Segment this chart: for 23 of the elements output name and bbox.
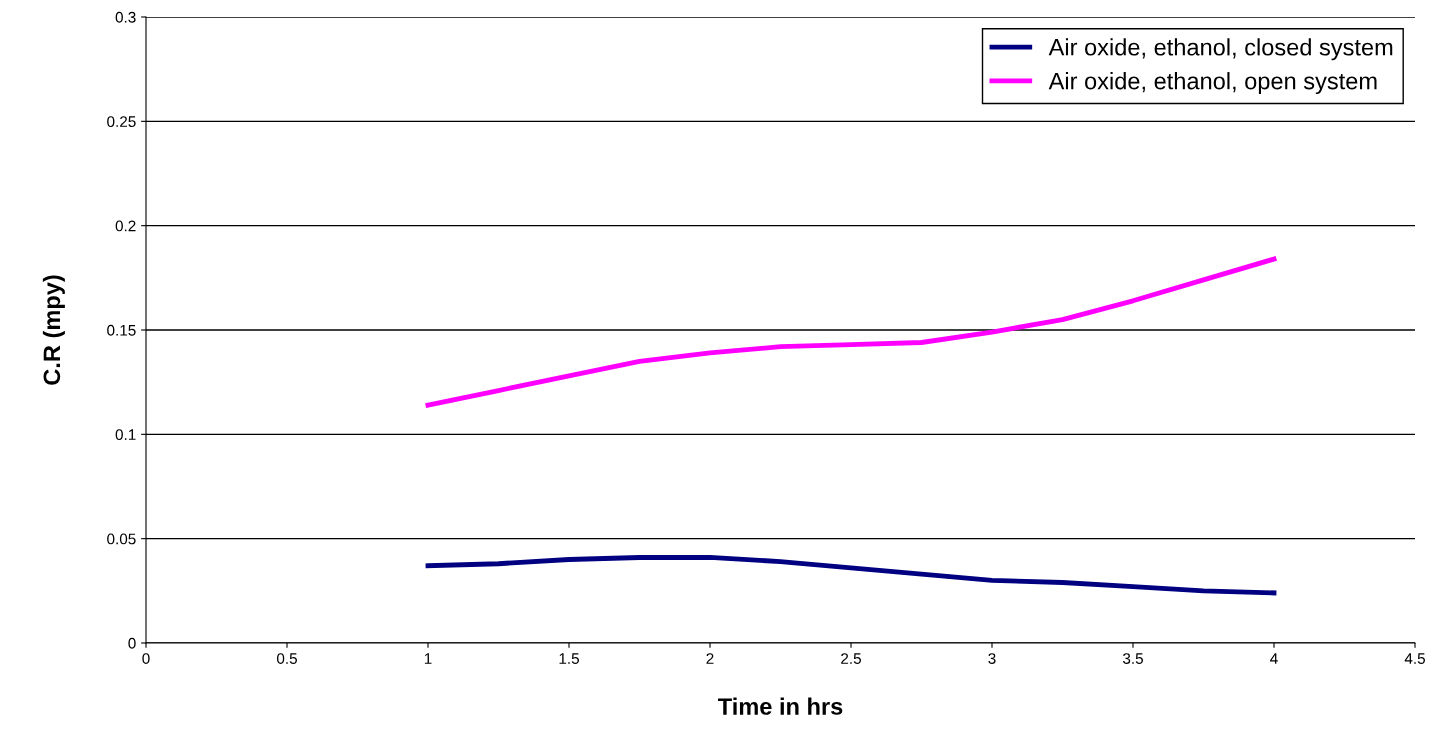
x-axis-title: Time in hrs [718, 697, 843, 715]
line-series [425, 256, 1277, 408]
line-series [425, 555, 1277, 596]
y-tick-label: 0.05 [107, 533, 136, 545]
x-tick-label: 2 [706, 653, 714, 664]
legend-label: Air oxide, ethanol, open system [1048, 72, 1377, 95]
y-tick-label: 0.2 [115, 220, 136, 232]
y-tick-label: 0 [128, 637, 136, 649]
x-tick-label: 3 [988, 653, 996, 664]
y-tick-label: 0.1 [115, 429, 136, 441]
y-tick-label: 0.25 [107, 116, 136, 128]
x-tick-label: 0.5 [276, 653, 297, 664]
x-tick-label: 2.5 [841, 653, 861, 664]
x-tick-label: 4 [1270, 653, 1278, 664]
x-tick-label: 3.5 [1122, 653, 1143, 664]
x-tick-label: 1 [424, 653, 432, 664]
y-tick-label: 0.3 [115, 11, 136, 23]
legend-label: Air oxide, ethanol, closed system [1048, 38, 1393, 61]
x-tick-label: 4.5 [1404, 653, 1425, 664]
x-tick-label: 1.5 [559, 653, 579, 664]
y-axis-title: C.R (mpy) [42, 275, 65, 385]
x-tick-label: 0 [142, 653, 150, 664]
y-tick-label: 0.15 [107, 324, 136, 336]
